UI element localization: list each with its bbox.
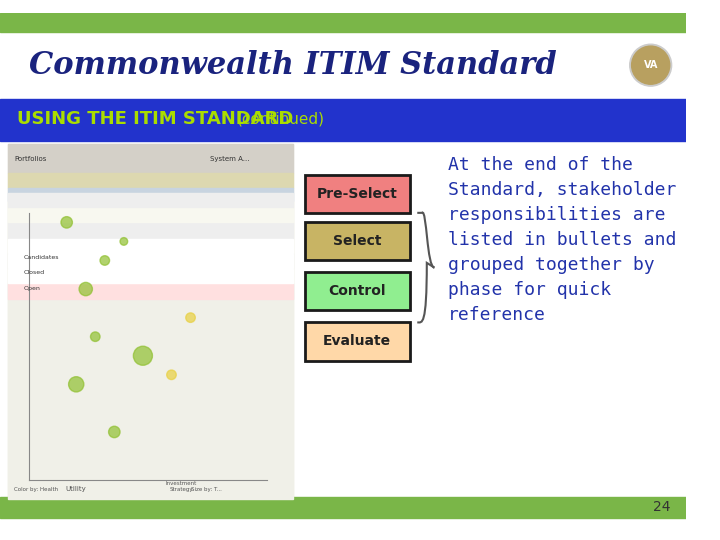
Bar <box>8 144 294 173</box>
Circle shape <box>630 44 672 86</box>
Bar <box>8 173 294 188</box>
Text: (continued): (continued) <box>236 112 324 127</box>
Circle shape <box>79 282 92 296</box>
Text: System A...: System A... <box>210 156 249 161</box>
Text: Closed: Closed <box>24 271 45 275</box>
Bar <box>8 208 294 222</box>
Text: Evaluate: Evaluate <box>323 334 391 348</box>
Circle shape <box>133 346 153 365</box>
Text: Utility: Utility <box>66 486 86 492</box>
Text: Candidates: Candidates <box>24 255 59 260</box>
Bar <box>0 98 686 141</box>
Bar <box>0 497 686 518</box>
Text: Control: Control <box>328 284 386 298</box>
Text: Investment
Strategy: Investment Strategy <box>166 481 197 492</box>
Bar <box>8 239 294 253</box>
Bar <box>8 284 294 299</box>
FancyBboxPatch shape <box>305 272 410 310</box>
Bar <box>8 144 294 498</box>
Bar <box>0 32 686 98</box>
Circle shape <box>68 377 84 392</box>
FancyBboxPatch shape <box>305 322 410 361</box>
Bar <box>0 13 686 32</box>
Bar <box>8 269 294 284</box>
Circle shape <box>120 238 127 245</box>
Bar <box>8 188 294 201</box>
Circle shape <box>631 46 670 84</box>
FancyBboxPatch shape <box>305 222 410 260</box>
Text: VA: VA <box>644 60 658 70</box>
Text: Open: Open <box>24 286 41 291</box>
Circle shape <box>91 332 100 341</box>
Bar <box>8 284 294 299</box>
Text: Portfolios: Portfolios <box>14 156 47 161</box>
Bar <box>8 239 294 253</box>
Bar <box>8 224 294 238</box>
Bar <box>8 201 294 498</box>
Text: Pre-Select: Pre-Select <box>317 187 397 201</box>
Text: Select: Select <box>333 234 382 248</box>
Text: Color by: Health: Color by: Health <box>14 487 58 492</box>
Text: Size by: T...: Size by: T... <box>191 487 222 492</box>
Bar <box>8 193 294 207</box>
Text: At the end of the
Standard, stakeholder
responsibilities are
listed in bullets a: At the end of the Standard, stakeholder … <box>448 156 676 323</box>
FancyBboxPatch shape <box>305 175 410 213</box>
Bar <box>8 254 294 268</box>
Circle shape <box>61 217 73 228</box>
Circle shape <box>167 370 176 380</box>
Circle shape <box>100 256 109 265</box>
Text: 24: 24 <box>653 500 671 514</box>
Circle shape <box>186 313 195 322</box>
Bar <box>8 254 294 268</box>
Text: USING THE ITIM STANDARD: USING THE ITIM STANDARD <box>17 111 294 129</box>
Text: Commonwealth ITIM Standard: Commonwealth ITIM Standard <box>29 50 557 80</box>
Bar <box>8 269 294 284</box>
Circle shape <box>109 426 120 438</box>
